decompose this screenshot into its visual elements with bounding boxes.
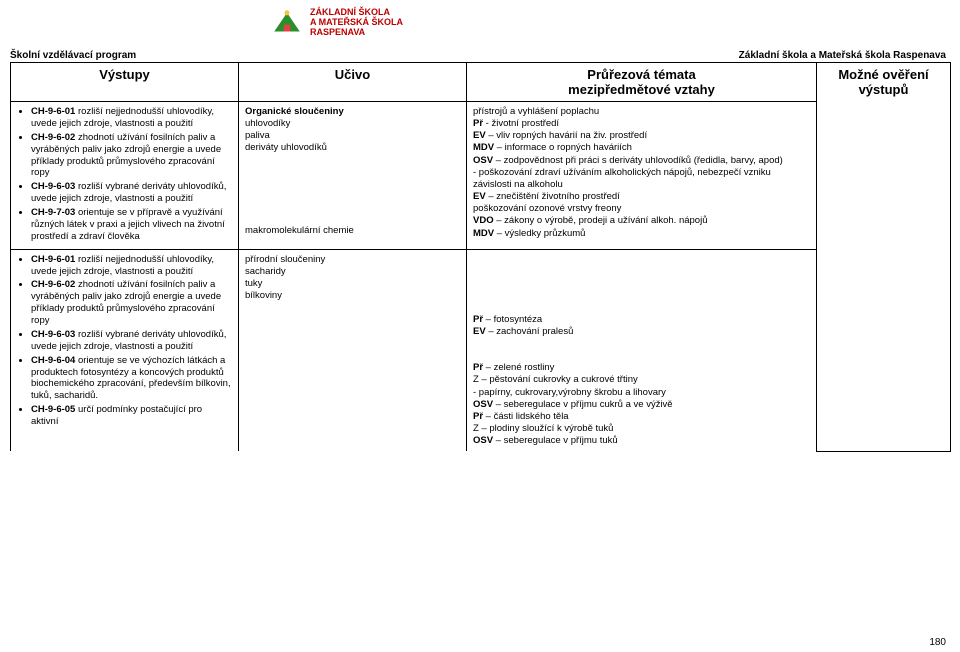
- text-line: OSV – seberegulace v příjmu cukrů a ve v…: [473, 399, 810, 411]
- text-line: MDV – informace o ropných haváriích: [473, 142, 810, 154]
- cell-ucivo-2: přírodní sloučeninysacharidytukybílkovin…: [239, 249, 467, 451]
- text-line: Př - životní prostředí: [473, 118, 810, 130]
- list-item: CH-9-6-01 rozliší nejjednodušší uhlovodí…: [31, 254, 232, 278]
- text-line: Z – pěstování cukrovky a cukrové třtiny: [473, 374, 810, 386]
- text-line: poškozování ozonové vrstvy freony: [473, 203, 810, 215]
- list-item: CH-9-6-01 rozliší nejjednodušší uhlovodí…: [31, 106, 232, 130]
- header-overeni: Možné ověření výstupů: [817, 63, 951, 452]
- list-item: CH-9-7-03 orientuje se v přípravě a využ…: [31, 207, 232, 243]
- text-line: uhlovodíky: [245, 118, 460, 130]
- header-ucivo: Učivo: [239, 63, 467, 102]
- text-line: Př – části lidského těla: [473, 411, 810, 423]
- list-item: CH-9-6-02 zhodnotí užívání fosilních pal…: [31, 132, 232, 180]
- text-line: Z – plodiny sloužící k výrobě tuků: [473, 423, 810, 435]
- table-row: CH-9-6-01 rozliší nejjednodušší uhlovodí…: [11, 102, 951, 250]
- logo-line-3: RASPENAVA: [310, 28, 403, 38]
- text-line: deriváty uhlovodíků: [245, 142, 460, 154]
- cell-prurez-1: přístrojů a vyhlášení poplachuPř - život…: [467, 102, 817, 250]
- cell-vystupy-1: CH-9-6-01 rozliší nejjednodušší uhlovodí…: [11, 102, 239, 250]
- text-line: sacharidy: [245, 266, 460, 278]
- text-line: EV – zachování pralesů: [473, 326, 810, 338]
- header-overeni-line2: výstupů: [823, 82, 944, 97]
- text-line: MDV – výsledky průzkumů: [473, 228, 810, 240]
- text-line: EV – vliv ropných havárií na živ. prostř…: [473, 130, 810, 142]
- table-row: CH-9-6-01 rozliší nejjednodušší uhlovodí…: [11, 249, 951, 451]
- cell-prurez-2: Př – fotosyntézaEV – zachování pralesů P…: [467, 249, 817, 451]
- cell-vystupy-2: CH-9-6-01 rozliší nejjednodušší uhlovodí…: [11, 249, 239, 451]
- list-item: CH-9-6-02 zhodnotí užívání fosilních pal…: [31, 279, 232, 327]
- list-item: CH-9-6-03 rozliší vybrané deriváty uhlov…: [31, 329, 232, 353]
- school-logo-text: ZÁKLADNÍ ŠKOLA A MATEŘSKÁ ŠKOLA RASPENAV…: [310, 8, 403, 38]
- program-label: Školní vzdělávací program: [10, 50, 136, 61]
- document-logo-block: ZÁKLADNÍ ŠKOLA A MATEŘSKÁ ŠKOLA RASPENAV…: [270, 6, 403, 40]
- curriculum-table: Výstupy Učivo Průřezová témata mezipředm…: [10, 62, 951, 452]
- text-line: [473, 338, 810, 350]
- text-line: [473, 350, 810, 362]
- header-prurez-line1: Průřezová témata: [473, 67, 810, 82]
- ucivo-1-block2: makromolekulární chemie: [245, 225, 460, 237]
- list-item: CH-9-6-04 orientuje se ve výchozích látk…: [31, 355, 232, 403]
- text-line: Př – zelené rostliny: [473, 362, 810, 374]
- text-line: OSV – zodpovědnost při práci s deriváty …: [473, 155, 810, 167]
- text-line: bílkoviny: [245, 290, 460, 302]
- header-overeni-line1: Možné ověření: [823, 67, 944, 82]
- school-label: Základní škola a Mateřská škola Raspenav…: [739, 50, 946, 61]
- text-line: Př – fotosyntéza: [473, 314, 810, 326]
- ucivo-1-title: Organické sloučeniny: [245, 106, 344, 117]
- text-line: přístrojů a vyhlášení poplachu: [473, 106, 810, 118]
- header-vystupy: Výstupy: [11, 63, 239, 102]
- school-logo-icon: [270, 6, 304, 40]
- text-line: tuky: [245, 278, 460, 290]
- cell-ucivo-1: Organické sloučeniny uhlovodíkypalivader…: [239, 102, 467, 250]
- list-item: CH-9-6-03 rozliší vybrané deriváty uhlov…: [31, 181, 232, 205]
- list-item: CH-9-6-05 určí podmínky postačující pro …: [31, 404, 232, 428]
- text-line: přírodní sloučeniny: [245, 254, 460, 266]
- text-line: paliva: [245, 130, 460, 142]
- text-line: OSV – seberegulace v příjmu tuků: [473, 435, 810, 447]
- text-line: EV – znečištění životního prostředí: [473, 191, 810, 203]
- text-line: - papírny, cukrovary,výrobny škrobu a li…: [473, 387, 810, 399]
- page-number: 180: [929, 637, 946, 648]
- header-prurez: Průřezová témata mezipředmětové vztahy: [467, 63, 817, 102]
- text-line: - poškozování zdraví užíváním alkoholick…: [473, 167, 810, 191]
- text-line: VDO – zákony o výrobě, prodeji a užívání…: [473, 215, 810, 227]
- header-prurez-line2: mezipředmětové vztahy: [473, 82, 810, 97]
